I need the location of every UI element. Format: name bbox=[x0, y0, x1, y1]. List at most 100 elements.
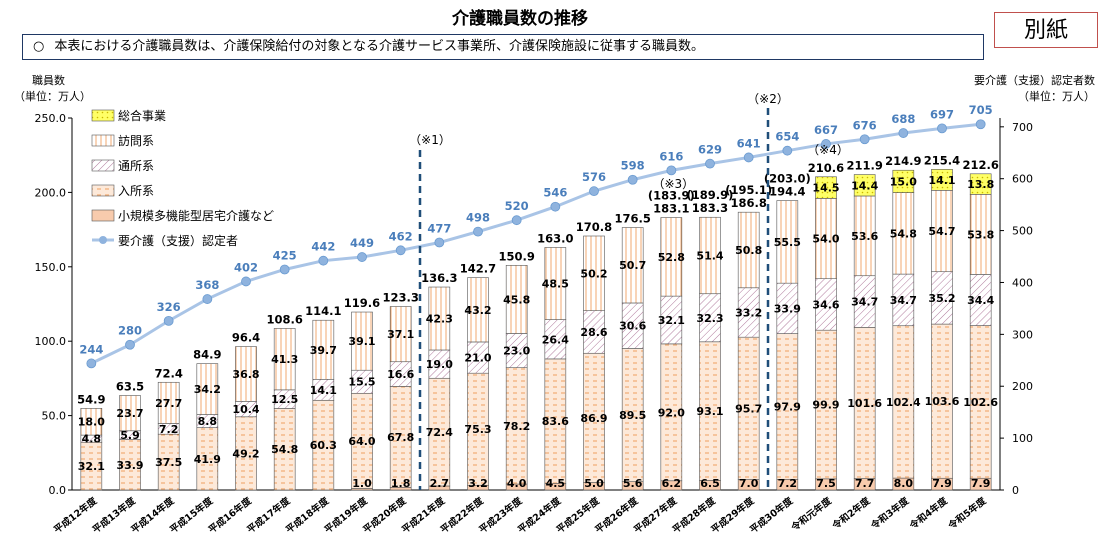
data-label-tsusho: 34.7 bbox=[890, 294, 917, 307]
data-label-nyusho: 95.7 bbox=[735, 402, 762, 415]
total-label: 108.6 bbox=[266, 312, 302, 326]
data-label-nyusho: 54.8 bbox=[271, 443, 298, 456]
data-label-tsusho: 15.5 bbox=[348, 376, 375, 389]
total-label: 210.6 bbox=[808, 161, 844, 175]
alt-total-label: (183.9) bbox=[648, 189, 695, 203]
bar-segment-homon bbox=[351, 311, 373, 371]
right-axis-tick-label: 200 bbox=[1012, 380, 1033, 393]
data-label-homon: 50.7 bbox=[619, 259, 646, 272]
data-label-shokibo: 3.2 bbox=[468, 477, 488, 490]
data-label-tsusho: 19.0 bbox=[426, 358, 453, 371]
total-label: 150.9 bbox=[498, 249, 534, 263]
data-label-shokibo: 4.0 bbox=[507, 477, 527, 490]
line-point bbox=[743, 152, 754, 163]
data-label-homon: 18.0 bbox=[78, 416, 105, 429]
data-label-tsusho: 28.6 bbox=[580, 326, 607, 339]
line-point bbox=[434, 237, 445, 248]
bar-segment-sogo bbox=[815, 176, 837, 199]
data-label-nyusho: 83.6 bbox=[542, 415, 569, 428]
data-label-homon: 54.8 bbox=[890, 227, 917, 240]
alt-total-label: (203.0) bbox=[764, 172, 811, 186]
line-point-label: 520 bbox=[505, 199, 529, 213]
data-label-sogo: 14.1 bbox=[928, 174, 955, 187]
line-point bbox=[821, 139, 831, 149]
line-point-label: 326 bbox=[157, 300, 181, 314]
line-point-label: 676 bbox=[853, 118, 877, 132]
line-point-label: 368 bbox=[195, 278, 219, 292]
bar-segment-homon bbox=[737, 211, 760, 289]
legend-swatch-shokibo bbox=[91, 209, 115, 222]
data-label-shokibo: 2.7 bbox=[430, 477, 450, 490]
bar-segment-homon bbox=[428, 286, 451, 351]
data-label-tsusho: 7.2 bbox=[159, 423, 179, 436]
data-label-shokibo: 7.9 bbox=[932, 477, 952, 490]
left-axis-tick-label: 200.0 bbox=[35, 186, 67, 199]
data-label-tsusho: 4.8 bbox=[82, 433, 102, 446]
data-label-homon: 55.5 bbox=[774, 236, 801, 249]
right-axis-tick-label: 600 bbox=[1012, 173, 1033, 186]
line-point-label: 449 bbox=[350, 236, 374, 250]
data-label-shokibo: 6.5 bbox=[700, 477, 720, 490]
total-label: 84.9 bbox=[193, 348, 221, 362]
bar-segment-homon bbox=[776, 200, 799, 284]
data-label-shokibo: 7.7 bbox=[855, 477, 875, 490]
line-point-label: 462 bbox=[389, 229, 413, 243]
line-point bbox=[473, 226, 483, 237]
line-point bbox=[975, 119, 986, 130]
data-label-shokibo: 7.0 bbox=[739, 477, 759, 490]
data-label-homon: 23.7 bbox=[116, 407, 143, 420]
data-label-nyusho: 102.6 bbox=[963, 396, 998, 409]
legend-swatch-homon bbox=[91, 134, 115, 147]
total-label: 170.8 bbox=[576, 220, 612, 234]
annotation-1: （※1） bbox=[409, 133, 451, 147]
total-label: 54.9 bbox=[77, 392, 105, 406]
data-label-homon: 53.8 bbox=[967, 228, 994, 241]
line-point-label: 280 bbox=[118, 324, 142, 338]
data-label-tsusho: 5.9 bbox=[120, 429, 140, 442]
data-label-nyusho: 99.9 bbox=[812, 399, 839, 412]
total-label: 163.0 bbox=[537, 231, 573, 245]
data-label-tsusho: 30.6 bbox=[619, 320, 646, 333]
total-label: 214.9 bbox=[885, 154, 921, 168]
data-label-nyusho: 101.6 bbox=[847, 397, 882, 410]
data-label-tsusho: 34.7 bbox=[851, 296, 878, 309]
data-label-tsusho: 21.0 bbox=[464, 352, 491, 365]
right-axis-label: 要介護（支援）認定者数 bbox=[974, 73, 1095, 87]
total-label: 211.9 bbox=[846, 159, 882, 173]
data-label-shokibo: 7.2 bbox=[778, 477, 798, 490]
data-label-nyusho: 37.5 bbox=[155, 456, 182, 469]
data-label-nyusho: 103.6 bbox=[925, 395, 960, 408]
line-point bbox=[241, 276, 251, 287]
note-box: ○ 本表における介護職員数は、介護保険給付の対象となる介護サービス事業所、介護保険… bbox=[22, 34, 984, 60]
total-label: 119.6 bbox=[344, 296, 380, 310]
data-label-nyusho: 97.9 bbox=[774, 400, 801, 413]
line-point bbox=[859, 134, 870, 145]
data-label-homon: 54.7 bbox=[928, 225, 955, 238]
note-text: 本表における介護職員数は、介護保険給付の対象となる介護サービス事業所、介護保険施… bbox=[54, 39, 704, 54]
data-label-nyusho: 89.5 bbox=[619, 409, 646, 422]
line-point bbox=[550, 201, 561, 212]
data-label-nyusho: 93.1 bbox=[696, 405, 723, 418]
data-label-shokibo: 4.5 bbox=[546, 477, 566, 490]
data-label-nyusho: 72.4 bbox=[426, 426, 453, 439]
data-label-shokibo: 6.2 bbox=[662, 477, 682, 490]
left-axis-tick-label: 100.0 bbox=[35, 335, 67, 348]
line-point bbox=[627, 174, 638, 185]
line-point bbox=[705, 158, 715, 169]
data-label-shokibo: 1.8 bbox=[391, 477, 411, 490]
left-axis-tick-label: 50.0 bbox=[42, 410, 67, 423]
bar-segment-homon bbox=[660, 217, 683, 297]
total-label: 142.7 bbox=[460, 262, 496, 276]
data-label-tsusho: 23.0 bbox=[503, 345, 530, 358]
left-axis-tick-label: 0.0 bbox=[49, 484, 67, 497]
data-label-homon: 34.2 bbox=[194, 383, 221, 396]
bar-segment-sogo bbox=[969, 173, 992, 195]
left-axis-unit: （単位：万人） bbox=[14, 89, 91, 103]
data-label-tsusho: 14.1 bbox=[310, 384, 337, 397]
data-label-tsusho: 32.1 bbox=[658, 314, 685, 327]
legend-label-sogo: 総合事業 bbox=[118, 108, 166, 123]
data-label-sogo: 15.0 bbox=[890, 175, 917, 188]
line-point bbox=[202, 294, 213, 304]
legend-label-tsusho: 通所系 bbox=[118, 159, 154, 173]
x-tick-label: 令和3年度 bbox=[868, 495, 912, 533]
